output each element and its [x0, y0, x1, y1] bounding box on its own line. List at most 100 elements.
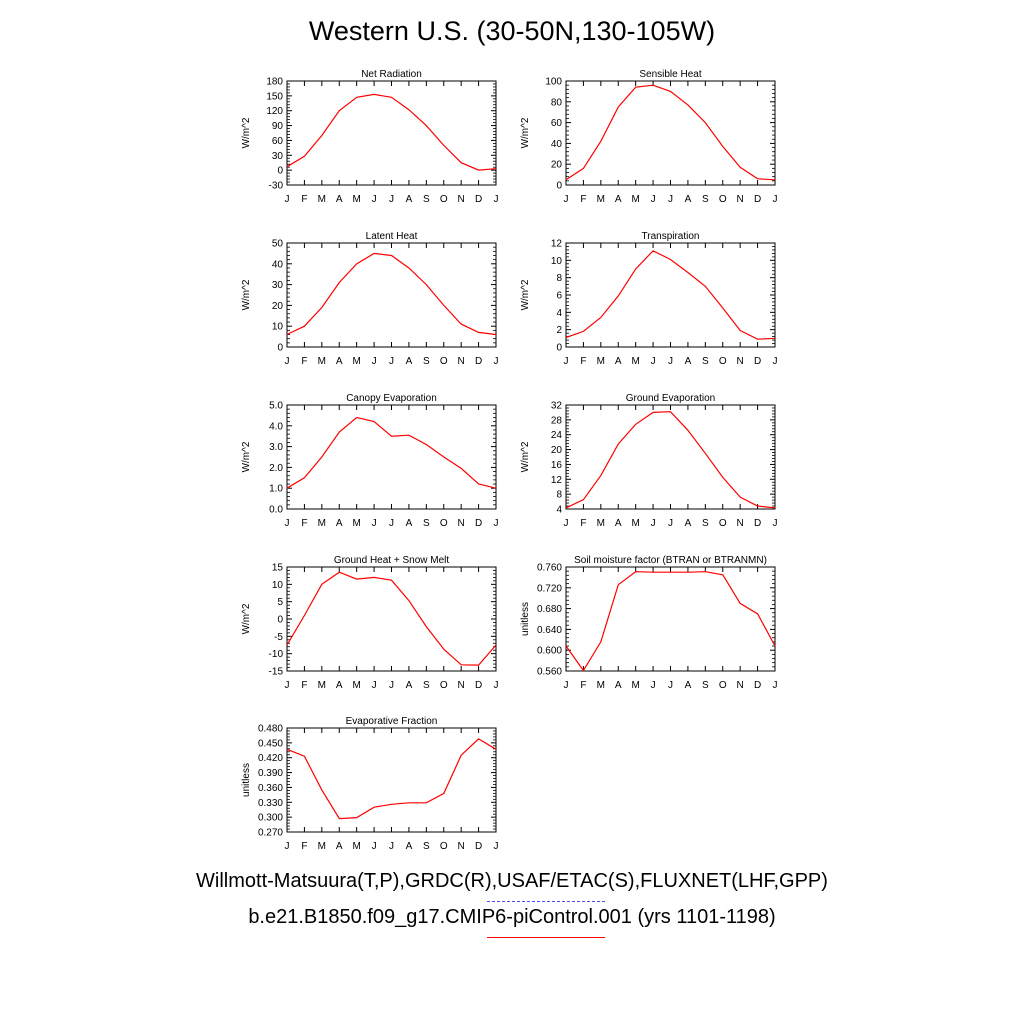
x-tick-label: N	[737, 356, 744, 367]
x-tick-label: N	[737, 518, 744, 529]
x-tick-label: J	[651, 194, 656, 205]
x-tick-label: M	[318, 680, 326, 691]
x-tick-label: F	[301, 194, 307, 205]
x-tick-label: M	[352, 680, 360, 691]
legend-model-label: b.e21.B1850.f09_g17.CMIP6-piControl.001 …	[248, 906, 776, 928]
x-tick-label: A	[336, 194, 343, 205]
x-tick-label: D	[475, 356, 482, 367]
x-tick-label: J	[651, 518, 656, 529]
series-line	[565, 84, 776, 181]
y-tick-label: 0.450	[258, 738, 283, 749]
x-tick-label: M	[318, 194, 326, 205]
y-tick-label: 8	[556, 273, 562, 284]
y-tick-label: 12	[551, 239, 563, 250]
x-tick-label: A	[336, 680, 343, 691]
y-tick-label: 10	[551, 256, 563, 267]
x-tick-label: M	[597, 518, 605, 529]
y-tick-label: 60	[272, 136, 284, 147]
x-tick-label: D	[754, 680, 761, 691]
x-tick-label: A	[406, 841, 413, 852]
x-tick-label: J	[285, 356, 290, 367]
x-tick-label: D	[475, 194, 482, 205]
x-tick-label: A	[406, 194, 413, 205]
x-tick-label: A	[685, 194, 692, 205]
y-tick-label: 0	[277, 615, 283, 626]
y-tick-label: 12	[551, 475, 563, 486]
x-tick-label: A	[615, 680, 622, 691]
x-tick-label: J	[372, 680, 377, 691]
y-tick-label: 60	[551, 118, 563, 129]
x-tick-label: S	[702, 680, 709, 691]
panel-title: Ground Evaporation	[626, 393, 716, 404]
x-tick-label: D	[754, 194, 761, 205]
y-tick-label: 180	[266, 77, 283, 88]
y-tick-label: 15	[272, 563, 284, 574]
x-tick-label: A	[406, 518, 413, 529]
x-tick-label: A	[685, 680, 692, 691]
x-tick-label: O	[719, 518, 727, 529]
x-tick-label: D	[475, 680, 482, 691]
x-tick-label: J	[494, 680, 499, 691]
y-axis-label: unitless	[520, 602, 531, 636]
y-tick-label: 0.560	[537, 667, 562, 678]
x-tick-label: N	[737, 194, 744, 205]
x-tick-label: D	[754, 356, 761, 367]
series-line	[286, 416, 497, 489]
figure-title: Western U.S. (30-50N,130-105W)	[308, 16, 716, 46]
x-tick-label: M	[352, 194, 360, 205]
series-line	[565, 411, 776, 509]
x-tick-label: F	[580, 356, 586, 367]
x-tick-label: A	[615, 518, 622, 529]
x-tick-label: J	[389, 194, 394, 205]
series-line	[286, 252, 497, 336]
x-tick-label: F	[301, 356, 307, 367]
x-tick-label: A	[685, 518, 692, 529]
y-tick-label: 10	[272, 322, 284, 333]
x-tick-label: O	[440, 518, 448, 529]
x-tick-label: J	[564, 518, 569, 529]
x-tick-label: F	[580, 680, 586, 691]
series-line	[286, 93, 497, 171]
y-axis-label: W/m^2	[520, 279, 531, 310]
x-tick-label: M	[352, 841, 360, 852]
x-tick-label: M	[318, 841, 326, 852]
x-tick-label: J	[389, 356, 394, 367]
x-tick-label: M	[631, 518, 639, 529]
plot-frame	[286, 242, 497, 348]
x-tick-label: N	[458, 518, 465, 529]
x-tick-label: O	[440, 841, 448, 852]
x-tick-label: J	[389, 841, 394, 852]
x-tick-label: M	[318, 356, 326, 367]
x-tick-label: J	[668, 680, 673, 691]
x-tick-label: J	[773, 518, 778, 529]
x-tick-label: J	[494, 194, 499, 205]
x-tick-label: J	[285, 680, 290, 691]
x-tick-label: M	[597, 680, 605, 691]
x-tick-label: J	[389, 680, 394, 691]
x-tick-label: S	[702, 518, 709, 529]
chart-panel-8: Soil moisture factor (BTRAN or BTRANMN) 0…	[520, 555, 778, 691]
x-tick-label: J	[773, 356, 778, 367]
x-tick-label: M	[631, 680, 639, 691]
y-tick-label: -30	[269, 181, 284, 192]
x-tick-label: O	[440, 356, 448, 367]
x-tick-label: S	[702, 356, 709, 367]
y-tick-label: -10	[269, 649, 284, 660]
y-tick-label: 0.420	[258, 753, 283, 764]
x-tick-label: J	[564, 680, 569, 691]
y-tick-label: 4	[556, 308, 562, 319]
y-tick-label: 32	[551, 401, 563, 412]
y-tick-label: 120	[266, 106, 283, 117]
series-line	[286, 571, 497, 666]
x-tick-label: D	[475, 518, 482, 529]
x-tick-label: S	[423, 194, 430, 205]
x-tick-label: J	[494, 841, 499, 852]
x-tick-label: J	[372, 194, 377, 205]
y-tick-label: 40	[272, 259, 284, 270]
x-tick-label: M	[318, 518, 326, 529]
